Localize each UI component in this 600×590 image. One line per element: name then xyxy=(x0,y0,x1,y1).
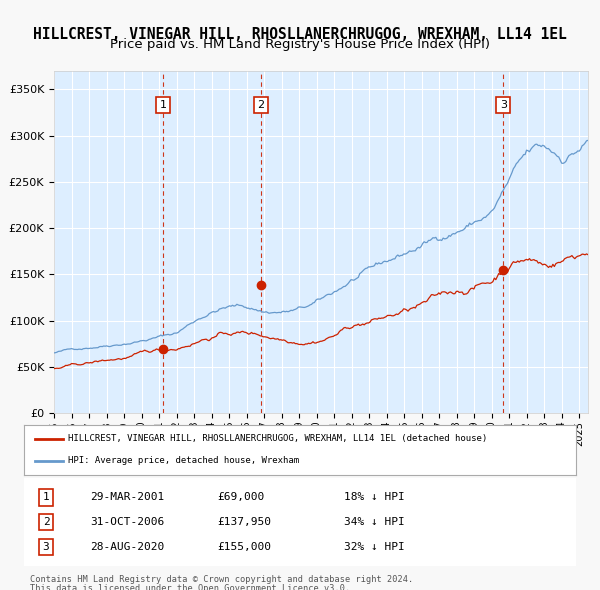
Text: 31-OCT-2006: 31-OCT-2006 xyxy=(90,517,164,527)
Text: £155,000: £155,000 xyxy=(217,542,271,552)
Text: 18% ↓ HPI: 18% ↓ HPI xyxy=(344,493,405,502)
Text: Contains HM Land Registry data © Crown copyright and database right 2024.: Contains HM Land Registry data © Crown c… xyxy=(30,575,413,584)
Text: HPI: Average price, detached house, Wrexham: HPI: Average price, detached house, Wrex… xyxy=(68,457,299,466)
Text: 1: 1 xyxy=(160,100,167,110)
Text: 3: 3 xyxy=(43,542,49,552)
Text: HILLCREST, VINEGAR HILL, RHOSLLANERCHRUGOG, WREXHAM, LL14 1EL (detached house): HILLCREST, VINEGAR HILL, RHOSLLANERCHRUG… xyxy=(68,434,487,443)
Text: 2: 2 xyxy=(257,100,265,110)
Text: 29-MAR-2001: 29-MAR-2001 xyxy=(90,493,164,502)
Text: Price paid vs. HM Land Registry's House Price Index (HPI): Price paid vs. HM Land Registry's House … xyxy=(110,38,490,51)
Text: 34% ↓ HPI: 34% ↓ HPI xyxy=(344,517,405,527)
Text: HILLCREST, VINEGAR HILL, RHOSLLANERCHRUGOG, WREXHAM, LL14 1EL: HILLCREST, VINEGAR HILL, RHOSLLANERCHRUG… xyxy=(33,27,567,41)
Text: 1: 1 xyxy=(43,493,49,502)
Text: This data is licensed under the Open Government Licence v3.0.: This data is licensed under the Open Gov… xyxy=(30,584,350,590)
Text: 2: 2 xyxy=(43,517,49,527)
Text: £69,000: £69,000 xyxy=(217,493,265,502)
Text: 32% ↓ HPI: 32% ↓ HPI xyxy=(344,542,405,552)
Text: 28-AUG-2020: 28-AUG-2020 xyxy=(90,542,164,552)
Text: 3: 3 xyxy=(500,100,507,110)
Text: £137,950: £137,950 xyxy=(217,517,271,527)
